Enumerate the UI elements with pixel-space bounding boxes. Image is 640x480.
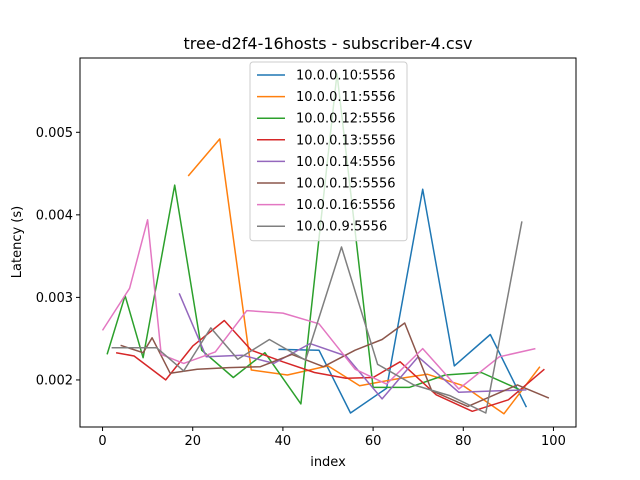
legend-label-1: 10.0.0.11:5556 <box>296 90 396 105</box>
series-line-2 <box>106 72 523 405</box>
legend-label-2: 10.0.0.12:5556 <box>296 112 396 127</box>
legend-box <box>249 61 408 242</box>
chart-title: tree-d2f4-16hosts - subscriber-4.csv <box>183 34 472 53</box>
legend-label-5: 10.0.0.15:5556 <box>296 177 396 192</box>
x-axis-label: index <box>310 455 346 470</box>
y-tick-label: 0.003 <box>36 291 73 306</box>
x-tick-label: 20 <box>184 434 201 449</box>
y-tick-label: 0.002 <box>36 373 73 388</box>
y-axis-label: Latency (s) <box>10 206 25 278</box>
x-tick-label: 60 <box>365 434 382 449</box>
legend-label-3: 10.0.0.13:5556 <box>296 133 396 148</box>
x-tick-label: 0 <box>98 434 106 449</box>
legend-label-6: 10.0.0.16:5556 <box>296 198 396 213</box>
legend-label-0: 10.0.0.10:5556 <box>296 69 396 84</box>
x-tick-label: 40 <box>275 434 292 449</box>
legend: 10.0.0.10:5556 10.0.0.11:5556 10.0.0.12:55… <box>249 61 408 242</box>
y-tick-label: 0.004 <box>36 208 73 223</box>
plot-frame <box>79 57 577 428</box>
series-line-7 <box>111 221 523 414</box>
series-line-4 <box>178 293 527 400</box>
series-line-5 <box>120 322 550 408</box>
series-line-6 <box>101 219 536 390</box>
y-tick-label: 0.005 <box>36 126 73 141</box>
y-axis: 0.002 0.003 0.004 0.005 <box>36 126 80 388</box>
series-line-1 <box>187 138 541 415</box>
x-axis: 0 20 40 60 80 100 <box>98 427 566 449</box>
x-tick-label: 80 <box>455 434 472 449</box>
series-line-3 <box>115 319 545 413</box>
legend-label-7: 10.0.0.9:5556 <box>296 220 387 235</box>
x-tick-label: 100 <box>541 434 566 449</box>
series-line-0 <box>278 188 528 414</box>
series-layer <box>101 72 550 415</box>
legend-label-4: 10.0.0.14:5556 <box>296 155 396 170</box>
